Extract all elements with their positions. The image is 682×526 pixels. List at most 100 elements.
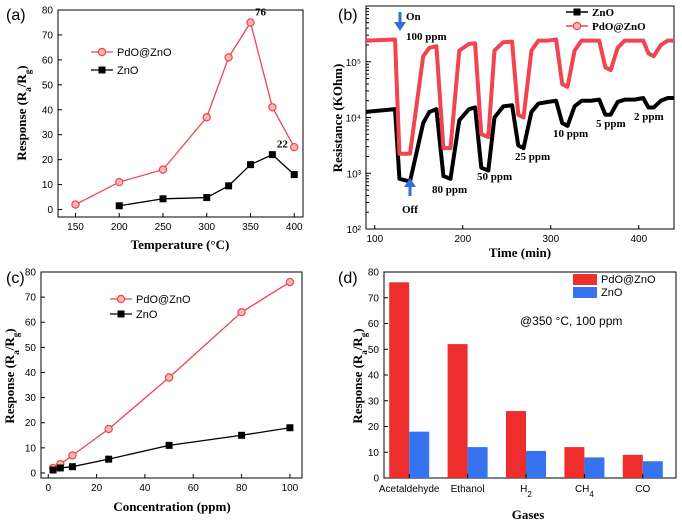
a-xtick-label: 250 [155, 222, 172, 233]
c-ytick-label: 20 [25, 418, 37, 429]
d-bar-PdO@ZnO [447, 344, 468, 478]
d-bar-PdO@ZnO [506, 411, 526, 478]
a-point-zno [268, 151, 276, 159]
panel-d-legend-zno-label: ZnO [601, 287, 623, 299]
panel-a: (a) 150 200 250 300 350 40001020304050607080 … [6, 6, 304, 252]
panel-c-legend-pdo-label: PdO@ZnO [136, 294, 191, 306]
panel-c-legend: PdO@ZnO ZnO [110, 294, 191, 321]
a-point-pdo [202, 113, 211, 122]
panel-d-legend-pdo-label: PdO@ZnO [601, 274, 656, 286]
c-xtick-label: 40 [139, 483, 151, 494]
a-xtick-label: 300 [198, 222, 215, 233]
d-ytick-label: 10 [368, 448, 380, 459]
panel-c-frame [40, 271, 303, 479]
c-ytick-label: 70 [25, 293, 37, 304]
d-category-label: H2 [520, 484, 532, 499]
a-point-zno [247, 161, 254, 169]
c-ytick-label: 50 [25, 343, 37, 354]
label-80ppm: 80 ppm [432, 184, 467, 196]
panel-b-series [365, 37, 674, 184]
a-point-pdo [268, 103, 277, 112]
panel-d-legend: PdO@ZnO ZnO [573, 274, 656, 299]
d-ytick-label: 0 [373, 474, 379, 485]
d-bar-ZnO [526, 450, 546, 478]
a-xtick-label: 350 [242, 222, 259, 233]
panel-b-off-marker: Off [402, 178, 418, 216]
a-ytick-label: 0 [47, 205, 53, 216]
a-point-zno [290, 171, 298, 179]
label-100ppm: 100 ppm [406, 31, 447, 43]
panel-c-legend-zno-marker [117, 310, 125, 318]
d-bar-ZnO [584, 457, 605, 478]
panel-b-letter: (b) [338, 7, 358, 24]
c-ytick-label: 0 [30, 468, 36, 479]
c-point-zno [286, 424, 294, 432]
a-line-PdO@ZnO [75, 20, 295, 206]
panel-b-legend-zno-label: ZnO [592, 7, 614, 19]
c-ytick-label: 10 [25, 443, 37, 454]
d-ytick-label: 40 [368, 371, 380, 382]
panel-b-on-marker: On [394, 11, 421, 31]
panel-c-letter: (c) [6, 270, 25, 287]
d-category-label: CO [635, 484, 650, 495]
panel-c-legend-pdo-marker [116, 294, 126, 304]
a-point-zno [225, 182, 233, 190]
b-xtick-label: 200 [454, 234, 471, 245]
panel-c-ylabel: Response (Ra/Rg) [2, 328, 21, 423]
d-bar-PdO@ZnO [389, 282, 410, 478]
a-point-pdo [224, 53, 233, 62]
d-ytick-label: 60 [368, 319, 380, 330]
panel-a-legend-zno-label: ZnO [117, 65, 139, 77]
b-ytick-label: 10³ [347, 169, 362, 180]
panel-d-xlabel: Gases [512, 507, 545, 522]
a-ytick-label: 60 [42, 55, 54, 66]
label-25ppm: 25 ppm [515, 151, 550, 163]
a-data-label-ZnO: 22 [277, 139, 289, 151]
panel-b-legend-pdo-marker [572, 21, 582, 31]
panel-b-xlabel: Time (min) [489, 245, 551, 260]
panel-b-legend-pdo-label: PdO@ZnO [592, 21, 646, 33]
panel-c-series [48, 277, 295, 474]
panel-a-legend-pdo-label: PdO@ZnO [117, 47, 172, 59]
c-point-zno [68, 463, 76, 471]
panel-a-frame [57, 9, 304, 218]
b-trace-ZnO [365, 95, 674, 184]
panel-a-series: 76 22 [71, 6, 299, 210]
off-label: Off [402, 204, 418, 216]
panel-c-xlabel: Concentration (ppm) [113, 499, 230, 514]
panel-b-legend-zno-marker [573, 8, 581, 16]
b-xtick-label: 100 [366, 234, 383, 245]
d-ytick-label: 20 [368, 422, 380, 433]
c-xtick-label: 60 [188, 483, 200, 494]
b-ytick-label: 10² [347, 225, 362, 236]
c-xtick-label: 20 [91, 483, 103, 494]
panel-a-letter: (a) [6, 7, 26, 24]
a-ytick-label: 30 [42, 130, 54, 141]
b-trace-PdO@ZnO [365, 37, 674, 156]
label-5ppm: 5 ppm [596, 118, 626, 130]
c-point-zno [56, 464, 64, 472]
c-point-zno [49, 466, 57, 474]
c-point-pdo [285, 277, 295, 287]
d-ytick-label: 30 [368, 396, 380, 407]
d-ytick-label: 50 [368, 345, 380, 356]
panel-d-condition: @350 °C, 100 ppm [520, 314, 622, 328]
panel-c: (c) 0 20 40 60 80 100 0 10 20 30 40 50 60 70 80 Concen… [2, 268, 303, 514]
d-category-label: CH4 [575, 484, 594, 499]
panel-a-legend: PdO@ZnO ZnO [91, 47, 172, 77]
d-bar-ZnO [467, 447, 488, 478]
panel-a-ylabel: Response (Ra/Rg) [14, 65, 33, 160]
on-arrow-icon [394, 22, 406, 31]
b-xtick-label: 400 [630, 234, 647, 245]
c-ytick-label: 60 [25, 318, 37, 329]
d-ytick-label: 70 [368, 293, 380, 304]
a-ytick-label: 10 [42, 180, 54, 191]
a-point-zno [115, 202, 123, 210]
c-point-pdo [104, 424, 113, 434]
on-label: On [406, 11, 421, 23]
c-ytick-label: 40 [25, 368, 37, 379]
panel-d-legend-pdo-swatch [573, 274, 597, 285]
panel-c-legend-zno-label: ZnO [136, 309, 158, 321]
